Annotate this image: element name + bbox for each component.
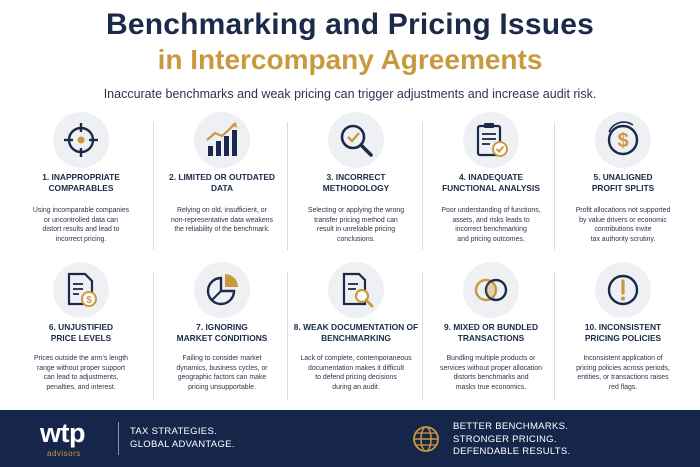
document-search-icon xyxy=(328,262,384,318)
issue-title: 1. INAPPROPRIATE COMPARABLES xyxy=(42,172,120,193)
issue-title: 10. INCONSISTENT PRICING POLICIES xyxy=(584,322,662,343)
issue-title: 4. INADEQUATE FUNCTIONAL ANALYSIS xyxy=(442,172,540,193)
issue-description: Bundling multiple products or services w… xyxy=(440,355,542,391)
divider xyxy=(554,122,555,250)
divider xyxy=(153,122,154,250)
dollar-circle-icon: $ xyxy=(595,112,651,168)
issue-title: 5. UNALIGNED PROFIT SPLITS xyxy=(591,172,655,193)
footer-divider xyxy=(118,422,119,455)
issue-title: 2. LIMITED OR OUTDATED DATA xyxy=(169,172,275,193)
issue-title: 7. IGNORING MARKET CONDITIONS xyxy=(176,322,268,343)
issue-description: Using incomparable companies or uncontro… xyxy=(32,207,130,243)
overlapping-circles-icon xyxy=(463,262,519,318)
page-subtitle: Inaccurate benchmarks and weak pricing c… xyxy=(103,87,597,101)
brand-logo: wtp xyxy=(40,418,86,448)
page-title: Benchmarking and Pricing Issues xyxy=(105,8,595,41)
issue-title: 3. INCORRECT METHODOLOGY xyxy=(322,172,390,193)
svg-text:$: $ xyxy=(86,295,92,306)
footer-bar: wtp advisors TAX STRATEGIES. GLOBAL ADVA… xyxy=(0,410,700,467)
footer-tagline-right: BETTER BENCHMARKS. STRONGER PRICING. DEF… xyxy=(453,421,571,457)
issue-description: Failing to consider market dynamics, bus… xyxy=(176,355,268,391)
globe-icon xyxy=(413,426,439,452)
issue-description: Relying on old, insufficient, or non-rep… xyxy=(171,207,273,234)
issue-title: 9. MIXED OR BUNDLED TRANSACTIONS xyxy=(444,322,538,343)
issue-description: Lack of complete, contemporaneous docume… xyxy=(300,355,412,391)
document-dollar-icon: $ xyxy=(53,262,109,318)
divider xyxy=(422,122,423,250)
warning-circle-icon xyxy=(595,262,651,318)
divider xyxy=(422,272,423,400)
issue-title: 6. UNJUSTIFIED PRICE LEVELS xyxy=(48,322,114,343)
clipboard-check-icon xyxy=(463,112,519,168)
issues-grid: 1. INAPPROPRIATE COMPARABLES Using incom… xyxy=(14,112,686,410)
issue-description: Inconsistent application of pricing poli… xyxy=(576,355,670,391)
target-crosshair-icon xyxy=(53,112,109,168)
brand-logo-sub: advisors xyxy=(47,449,81,458)
issue-description: Poor understanding of functions, assets,… xyxy=(441,207,541,243)
footer-tagline-left: TAX STRATEGIES. GLOBAL ADVANTAGE. xyxy=(130,426,235,450)
issue-description: Selecting or applying the wrong transfer… xyxy=(307,207,405,243)
svg-text:$: $ xyxy=(617,130,628,152)
page-title-secondary: in Intercompany Agreements xyxy=(157,44,543,75)
pie-chart-icon xyxy=(194,262,250,318)
issue-description: Profit allocations not supported by valu… xyxy=(575,207,671,243)
divider xyxy=(554,272,555,400)
issue-description: Prices outside the arm's length range wi… xyxy=(33,355,128,391)
issue-title: 8. WEAK DOCUMENTATION OF BENCHMARKING xyxy=(293,322,419,343)
divider xyxy=(287,272,288,400)
magnifier-check-icon xyxy=(328,112,384,168)
divider xyxy=(153,272,154,400)
bar-chart-growth-icon xyxy=(194,112,250,168)
divider xyxy=(287,122,288,250)
